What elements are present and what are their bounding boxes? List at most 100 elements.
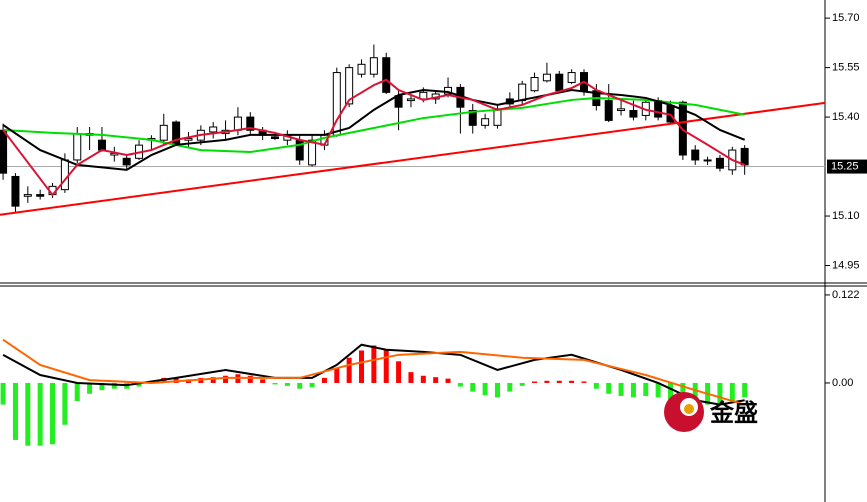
candle-body [345, 67, 354, 105]
candle-body [209, 126, 218, 133]
histogram-bar [359, 350, 365, 383]
histogram-bar [74, 382, 80, 401]
histogram-bar [482, 382, 488, 396]
histogram-bar [87, 382, 93, 394]
candle-body [184, 138, 193, 141]
candle-body [617, 108, 626, 111]
candle-body [715, 157, 724, 169]
histogram-bar [50, 382, 56, 445]
histogram-bar [507, 382, 513, 392]
histogram-bar [210, 377, 216, 383]
histogram-bar [717, 382, 723, 404]
indicator-line [0, 101, 826, 216]
candle-body [0, 129, 8, 174]
y-tick-label: 15.10 [832, 210, 860, 222]
candle-body [233, 116, 242, 131]
histogram-bar [494, 382, 500, 398]
histogram-bar [260, 379, 266, 383]
y-tick-label: 15.55 [832, 62, 860, 74]
candle-body [271, 136, 279, 140]
candle-body [357, 63, 366, 75]
histogram-bar [643, 382, 649, 396]
histogram-bar [445, 378, 451, 383]
histogram-bar [136, 382, 142, 387]
histogram-bar [371, 345, 377, 383]
candle-body [691, 149, 700, 161]
histogram-bar [668, 382, 674, 401]
histogram-bar [457, 382, 463, 387]
histogram-bar [544, 380, 550, 383]
candle-body [246, 116, 255, 131]
histogram-bar [334, 368, 340, 383]
histogram-bar [420, 375, 426, 383]
candle-body [481, 118, 490, 126]
histogram-bar [556, 380, 562, 383]
watermark: 金盛 [709, 399, 758, 427]
candle-body [703, 159, 712, 162]
histogram-bar [272, 382, 278, 385]
histogram-bar [25, 382, 31, 446]
histogram-bar [593, 382, 599, 389]
candle-body [308, 139, 317, 166]
histogram-bar [408, 372, 414, 383]
candle-body [567, 72, 576, 83]
indicator-line [2, 89, 746, 171]
indicator-line [3, 96, 745, 154]
histogram-bar [396, 361, 402, 383]
candle-body [468, 109, 477, 126]
candle-body [406, 98, 415, 102]
price-label: 15.25 [831, 160, 859, 172]
histogram-bar [532, 381, 538, 383]
histogram-bar [37, 382, 43, 446]
y-tick-label: 15.40 [832, 111, 860, 123]
candle-body [23, 194, 32, 197]
candle-body [122, 157, 131, 166]
histogram-bar [0, 382, 6, 405]
histogram-bar [383, 350, 389, 383]
histogram-bar [62, 382, 68, 425]
candle-body [518, 83, 527, 102]
histogram-bar [606, 382, 612, 394]
histogram-bar [99, 382, 105, 391]
candle-body [11, 175, 20, 207]
candle-body [740, 147, 749, 166]
histogram-bar [223, 375, 229, 383]
candle-body [493, 108, 502, 126]
histogram-bar [284, 382, 290, 386]
y-tick-label: 15.70 [832, 12, 860, 24]
candle-body [369, 57, 378, 75]
histogram-bar [581, 381, 587, 383]
price-label-bg [827, 159, 867, 174]
candle-body [555, 73, 564, 92]
candle-body [530, 77, 539, 92]
histogram-bar [12, 382, 18, 440]
candle-body [97, 139, 106, 151]
logo [684, 404, 694, 414]
histogram-bar [742, 382, 748, 398]
histogram-bar [655, 382, 661, 398]
histogram-bar [569, 380, 575, 383]
candle-body [159, 124, 168, 141]
y-tick-label: 0.122 [832, 289, 860, 301]
histogram-bar [630, 382, 636, 398]
candle-body [73, 133, 82, 161]
histogram-bar [111, 382, 117, 389]
histogram-bar [729, 382, 735, 401]
indicator-line [2, 78, 746, 197]
candle-body [629, 109, 638, 118]
y-tick-label: 14.95 [832, 259, 860, 271]
candle-body [382, 57, 391, 93]
histogram-bar [346, 357, 352, 383]
histogram-bar [247, 375, 253, 383]
y-tick-label: 0.00 [832, 377, 853, 389]
histogram-bar [519, 382, 525, 386]
histogram-bar [309, 382, 315, 388]
candle-body [36, 194, 45, 197]
histogram-bar [470, 382, 476, 392]
candle-body [604, 100, 613, 121]
histogram-bar [321, 377, 327, 383]
histogram-bar [433, 377, 439, 383]
histogram-bar [297, 382, 303, 389]
